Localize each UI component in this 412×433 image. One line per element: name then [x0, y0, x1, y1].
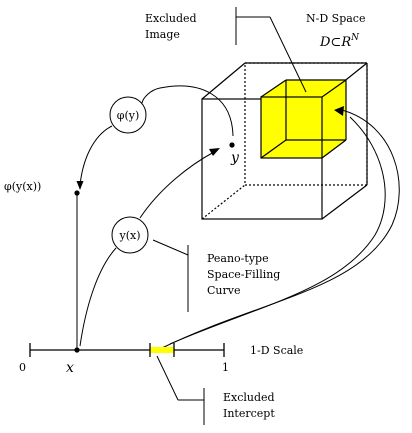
intercept-pointer	[156, 355, 179, 401]
peano-label-line3: Curve	[207, 284, 240, 297]
excluded-image-label-line2: Image	[145, 28, 180, 41]
scale-one-label: 1	[222, 361, 229, 374]
y-x-circle	[111, 216, 149, 254]
point-x	[74, 347, 80, 353]
phi-y-connector	[141, 85, 234, 137]
excluded-image-pointer	[269, 16, 307, 93]
peano-label-line1: Peano-type	[207, 252, 269, 265]
phi-y-circle	[109, 96, 147, 134]
phi-y-arrowhead	[76, 181, 84, 190]
point-y	[229, 142, 235, 148]
nd-space-label: N-D Space	[306, 12, 365, 25]
excluded-intercept-label-line1: Excluded	[223, 391, 275, 404]
d-subset-r-label: D⊂RN	[319, 33, 360, 50]
intercept-to-image-curve-inner	[169, 116, 386, 345]
phi-y-arrow-curve	[79, 125, 113, 186]
intercept-to-image-arrowhead	[334, 106, 344, 116]
y-x-to-y-arrowhead	[209, 148, 220, 156]
excluded-cube-front	[260, 96, 323, 159]
phi-y-x-label: φ(y(x))	[4, 180, 41, 193]
y-x-label: y(x)	[118, 229, 140, 242]
y-x-to-x-curve	[79, 247, 117, 347]
y-x-to-y-curve	[139, 151, 215, 219]
scale-x-label: x	[66, 360, 74, 376]
point-y-label: y	[230, 150, 240, 166]
one-d-scale	[29, 343, 225, 357]
excluded-image-label-line1: Excluded	[145, 12, 197, 25]
peano-leader	[152, 239, 189, 256]
d-subset-r-sup: N	[350, 33, 360, 43]
scale-zero-label: 0	[19, 361, 26, 374]
d-subset-r-text: D⊂R	[319, 35, 351, 50]
peano-label-line2: Space-Filling	[207, 268, 280, 281]
excluded-intercept-segment	[150, 347, 174, 353]
excluded-cube-top	[261, 80, 346, 97]
intercept-to-image-curve-outer	[161, 109, 400, 349]
excluded-cube-side	[322, 80, 346, 158]
phi-y-label: φ(y)	[117, 109, 140, 122]
excluded-intercept-label-line2: Intercept	[223, 407, 275, 420]
scale-name-label: 1-D Scale	[250, 344, 303, 357]
excluded-image-cube	[260, 79, 347, 159]
